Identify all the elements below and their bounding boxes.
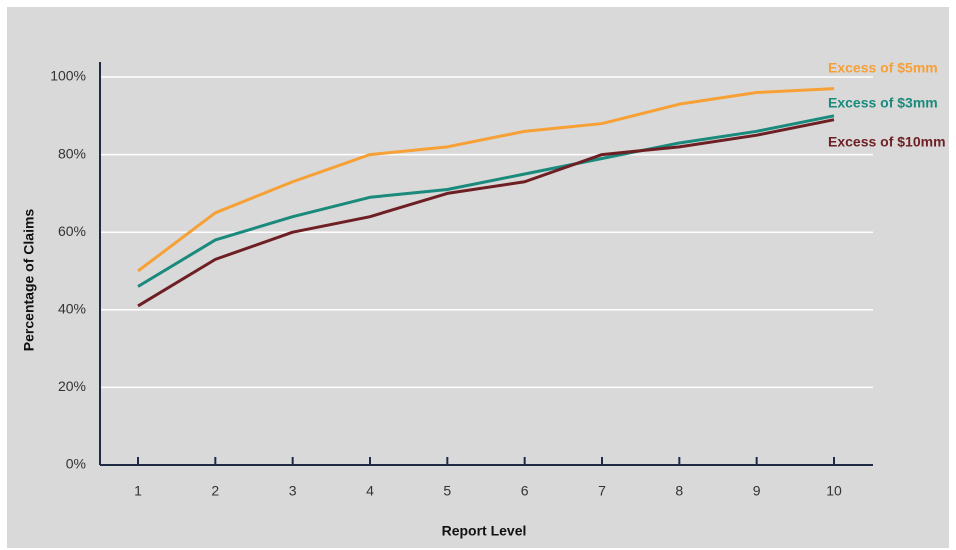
x-tick-label: 4 bbox=[366, 483, 374, 499]
y-tick-label: 40% bbox=[58, 301, 86, 317]
y-tick-label: 0% bbox=[66, 456, 86, 472]
series-line bbox=[137, 114, 835, 288]
x-tick-label: 1 bbox=[134, 483, 142, 499]
x-tick-label: 6 bbox=[521, 483, 529, 499]
y-tick-label: 80% bbox=[58, 145, 86, 161]
y-tick-label: 100% bbox=[50, 68, 86, 84]
legend-label: Excess of $5mm bbox=[828, 60, 938, 76]
x-tick-label: 9 bbox=[753, 483, 761, 499]
y-tick-label: 60% bbox=[58, 223, 86, 239]
x-tick-label: 10 bbox=[826, 483, 842, 499]
y-axis-title: Percentage of Claims bbox=[21, 209, 37, 352]
series-line bbox=[137, 118, 835, 308]
legend-label: Excess of $10mm bbox=[828, 134, 946, 150]
plot-panel bbox=[7, 7, 949, 548]
x-tick-label: 5 bbox=[443, 483, 451, 499]
x-tick-label: 8 bbox=[675, 483, 683, 499]
x-tick-label: 3 bbox=[289, 483, 297, 499]
y-tick-label: 20% bbox=[58, 378, 86, 394]
legend-label: Excess of $3mm bbox=[828, 95, 938, 111]
x-tick-label: 2 bbox=[211, 483, 219, 499]
series-line bbox=[137, 87, 835, 273]
x-axis-title: Report Level bbox=[442, 523, 527, 539]
x-tick-label: 7 bbox=[598, 483, 606, 499]
